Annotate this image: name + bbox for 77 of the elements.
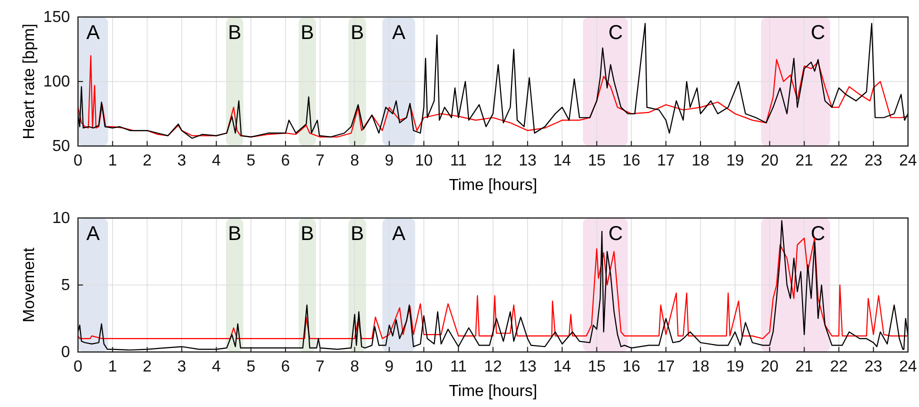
x-axis-title: Time [hours] [448,177,538,194]
band-label: A [392,22,406,44]
x-tick-label: 0 [74,152,83,170]
y-tick-label: 50 [52,138,70,156]
x-tick-label: 6 [281,152,290,170]
x-tick-label: 20 [760,152,779,170]
x-tick-label: 9 [384,152,394,170]
x-tick-label: 24 [899,358,917,376]
x-tick-label: 16 [622,358,640,376]
x-tick-label: 18 [692,358,710,376]
x-tick-label: 4 [212,152,221,170]
x-tick-label: 9 [384,358,394,376]
x-tick-label: 11 [450,358,467,376]
x-axis-title: Time [hours] [448,383,538,400]
y-tick-label: 100 [43,74,70,91]
x-tick-label: 7 [316,152,325,170]
x-tick-label: 21 [795,152,814,170]
x-tick-label: 15 [588,358,606,376]
line-series [78,22,908,139]
y-tick-label: 5 [61,277,70,294]
x-tick-label: 8 [350,358,360,376]
x-tick-label: 22 [830,152,848,170]
y-axis-title: Heart rate [bpm] [21,24,38,140]
band-label: B [350,223,364,245]
band-label: B [228,223,242,245]
x-tick-label: 12 [484,152,502,170]
band-label: B [228,22,242,44]
line-series [78,220,908,351]
x-tick-label: 23 [864,152,882,170]
x-tick-label: 1 [108,358,118,376]
y-tick-label: 0 [61,344,70,362]
x-tick-label: 3 [177,152,186,170]
x-tick-label: 22 [830,358,848,376]
x-tick-label: 10 [414,152,433,170]
band-label: C [608,223,623,245]
line-series [78,55,908,138]
x-tick-label: 8 [350,152,360,170]
x-tick-label: 17 [657,358,675,376]
x-tick-label: 2 [142,358,152,376]
x-tick-label: 4 [212,358,221,376]
x-tick-label: 24 [899,152,917,170]
x-tick-label: 18 [692,152,710,170]
band-label: A [392,223,406,245]
y-axis-title: Movement [21,247,38,322]
x-tick-label: 12 [484,358,502,376]
x-tick-label: 19 [726,358,744,376]
x-tick-label: 6 [281,358,290,376]
x-tick-label: 15 [588,152,606,170]
x-tick-label: 16 [622,152,640,170]
y-tick-label: 10 [52,210,70,228]
x-tick-label: 19 [726,152,744,170]
x-tick-label: 23 [864,358,882,376]
x-tick-label: 2 [142,152,152,170]
x-tick-label: 7 [316,358,325,376]
y-tick-label: 150 [43,9,70,26]
band-label: C [810,223,826,245]
x-tick-label: 11 [450,152,467,170]
x-tick-label: 3 [177,358,186,376]
x-tick-label: 0 [74,358,83,376]
x-tick-label: 13 [518,152,537,170]
x-tick-label: 10 [414,358,433,376]
x-tick-label: 5 [246,152,256,170]
band-label: A [86,22,100,44]
x-tick-label: 21 [795,358,814,376]
band-label: B [300,223,314,245]
x-tick-label: 5 [246,358,256,376]
band-label: B [300,22,314,44]
band-label: C [608,22,623,44]
band-label: C [810,22,826,44]
x-tick-label: 14 [553,358,572,376]
x-tick-label: 20 [760,358,779,376]
x-tick-label: 1 [108,152,118,170]
x-tick-label: 17 [657,152,675,170]
x-tick-label: 14 [553,152,572,170]
band-label: A [86,223,100,245]
x-tick-label: 13 [518,358,537,376]
band-label: B [350,22,364,44]
